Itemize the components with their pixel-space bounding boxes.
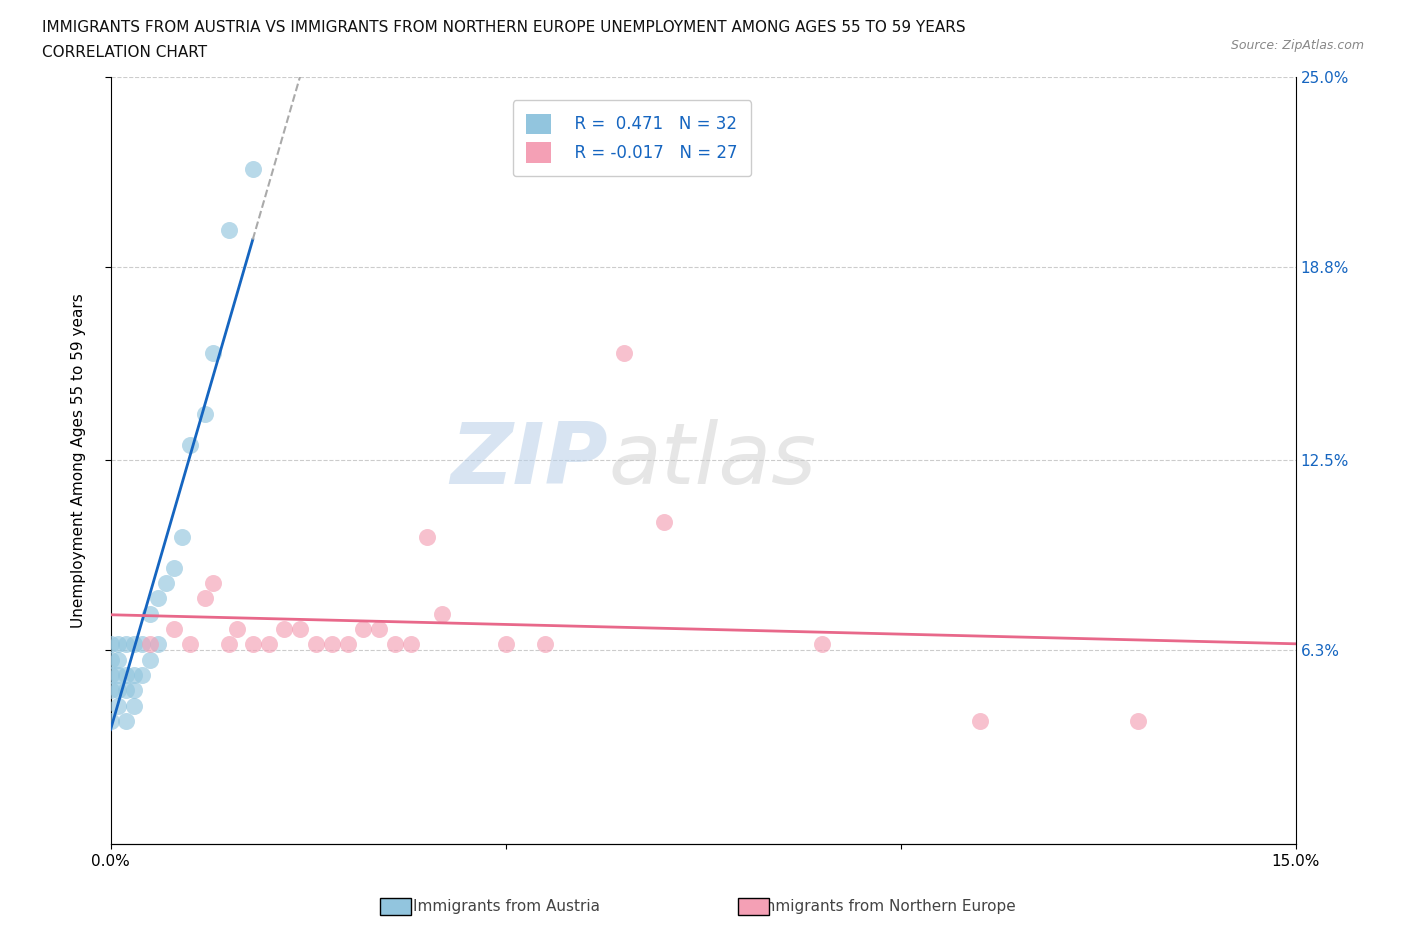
Point <box>139 637 162 652</box>
Point <box>100 652 122 667</box>
Point <box>613 345 636 360</box>
Point <box>384 637 406 652</box>
Point <box>810 637 832 652</box>
Point <box>107 698 129 713</box>
Point <box>115 637 138 652</box>
Y-axis label: Unemployment Among Ages 55 to 59 years: Unemployment Among Ages 55 to 59 years <box>72 293 86 628</box>
Point <box>652 514 675 529</box>
Point <box>226 621 249 636</box>
Text: CORRELATION CHART: CORRELATION CHART <box>42 45 207 60</box>
Text: IMMIGRANTS FROM AUSTRIA VS IMMIGRANTS FROM NORTHERN EUROPE UNEMPLOYMENT AMONG AG: IMMIGRANTS FROM AUSTRIA VS IMMIGRANTS FR… <box>42 20 966 35</box>
Point <box>415 529 437 544</box>
Point <box>122 683 145 698</box>
Point <box>139 606 162 621</box>
Text: ZIP: ZIP <box>451 418 609 502</box>
Point <box>107 668 129 683</box>
Point <box>288 621 311 636</box>
Point <box>115 683 138 698</box>
Point <box>305 637 328 652</box>
Point <box>432 606 454 621</box>
Point <box>107 637 129 652</box>
Point <box>155 576 177 591</box>
Point <box>122 637 145 652</box>
Point <box>100 683 122 698</box>
Point <box>321 637 343 652</box>
Point <box>170 529 193 544</box>
Point <box>122 698 145 713</box>
Point <box>534 637 557 652</box>
Point <box>257 637 280 652</box>
Point <box>336 637 359 652</box>
Point <box>107 652 129 667</box>
Point <box>146 591 169 605</box>
Text: Source: ZipAtlas.com: Source: ZipAtlas.com <box>1230 39 1364 52</box>
Text: atlas: atlas <box>609 418 817 502</box>
Point <box>115 713 138 728</box>
Point <box>218 637 240 652</box>
Legend:   R =  0.471   N = 32,   R = -0.017   N = 27: R = 0.471 N = 32, R = -0.017 N = 27 <box>513 100 751 176</box>
Point <box>969 713 991 728</box>
Point <box>146 637 169 652</box>
Point <box>242 637 264 652</box>
Point <box>218 223 240 238</box>
Point <box>107 683 129 698</box>
Point <box>368 621 391 636</box>
Point <box>1126 713 1149 728</box>
Text: Immigrants from Northern Europe: Immigrants from Northern Europe <box>756 899 1015 914</box>
Point <box>139 652 162 667</box>
Point <box>194 406 217 421</box>
Point <box>100 668 122 683</box>
Point <box>495 637 517 652</box>
Point <box>399 637 422 652</box>
Point <box>202 576 225 591</box>
Point <box>194 591 217 605</box>
Point <box>179 637 201 652</box>
Point <box>273 621 295 636</box>
Point <box>202 345 225 360</box>
Point <box>179 437 201 452</box>
Point <box>163 560 186 575</box>
Text: Immigrants from Austria: Immigrants from Austria <box>412 899 600 914</box>
Point <box>100 637 122 652</box>
Point <box>131 668 153 683</box>
Point <box>100 713 122 728</box>
Point <box>352 621 374 636</box>
Point <box>122 668 145 683</box>
Point <box>163 621 186 636</box>
Point <box>242 162 264 177</box>
Point <box>115 668 138 683</box>
Point <box>131 637 153 652</box>
